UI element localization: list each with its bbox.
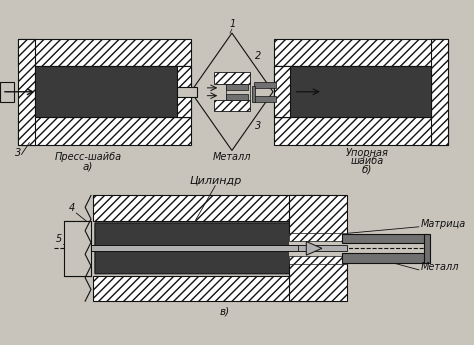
Bar (274, 66, 430, 117)
Bar (18, 39, 35, 145)
Bar (255, 82, 276, 88)
Bar (343, 253, 426, 263)
Text: 2: 2 (255, 50, 262, 60)
Polygon shape (191, 33, 273, 150)
Polygon shape (306, 241, 322, 255)
Text: Пресс-шайба: Пресс-шайба (55, 152, 122, 162)
Text: 3: 3 (15, 148, 21, 158)
Bar (226, 94, 247, 100)
Bar (18, 117, 191, 145)
Text: Упорная: Упорная (346, 148, 388, 158)
Bar (274, 66, 290, 117)
Text: б): б) (362, 164, 372, 174)
Text: а): а) (83, 161, 93, 171)
Text: Металл: Металл (213, 152, 251, 162)
Bar (91, 245, 306, 251)
Bar (226, 84, 247, 90)
Bar (18, 39, 191, 66)
Polygon shape (95, 223, 313, 274)
Text: Цилиндр: Цилиндр (189, 176, 241, 186)
Text: 1: 1 (230, 19, 236, 29)
Text: Металл: Металл (421, 262, 459, 272)
Text: 5: 5 (55, 235, 62, 245)
Bar (0, 82, 14, 101)
Bar (289, 233, 347, 240)
Text: в): в) (220, 307, 230, 317)
Text: 3: 3 (255, 121, 262, 131)
Text: 4: 4 (69, 203, 75, 213)
Bar (289, 256, 347, 264)
Bar (64, 221, 91, 276)
Bar (430, 39, 448, 145)
Bar (274, 117, 448, 145)
Bar (289, 235, 349, 262)
Bar (424, 234, 429, 263)
Bar (214, 72, 249, 84)
Text: Матрица: Матрица (421, 219, 466, 229)
Bar (255, 96, 276, 101)
Bar (289, 196, 347, 301)
Bar (93, 276, 323, 301)
Bar (274, 39, 448, 66)
Bar (177, 87, 197, 97)
Text: шайба: шайба (350, 156, 383, 166)
Bar (299, 245, 347, 251)
Bar (93, 196, 323, 221)
Bar (214, 100, 249, 111)
Bar (253, 86, 255, 101)
Bar (177, 66, 191, 117)
Bar (35, 66, 191, 117)
Bar (343, 234, 426, 244)
Bar (226, 84, 249, 100)
